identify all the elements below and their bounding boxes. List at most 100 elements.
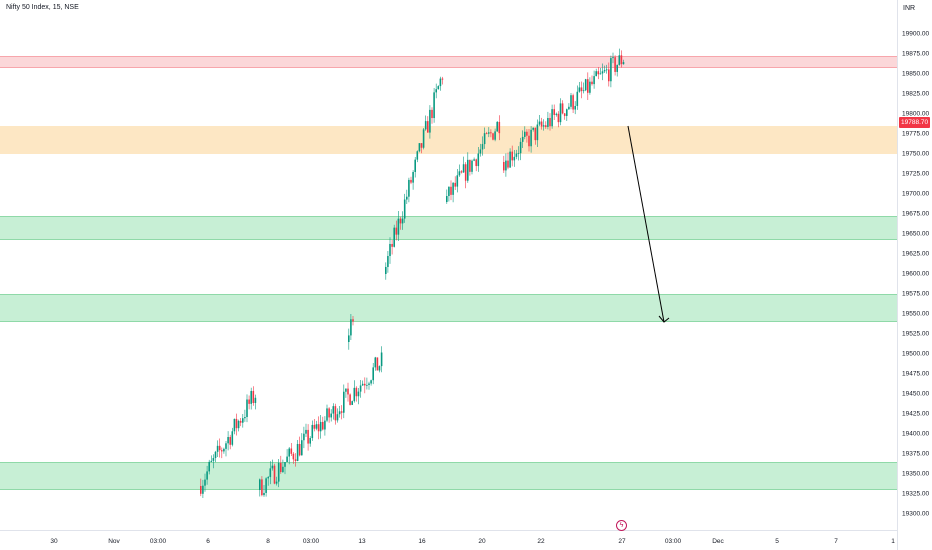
candle-body [328,408,330,418]
time-tick: Nov [108,538,120,545]
candle-body [261,479,263,496]
candle-body [505,160,507,171]
candle-body [420,143,423,148]
price-tick: 19550.00 [902,310,930,318]
candle-body [208,461,210,472]
time-tick: 03:00 [664,538,682,545]
candle-body [387,256,389,267]
candle-body [340,411,343,413]
candle-body [305,429,307,434]
candle-body [526,131,528,136]
chart-area[interactable]: Nifty 50 Index, 15, NSE [0,0,897,530]
candle-body [348,335,350,342]
candle-body [221,450,223,452]
candle-body [557,113,560,123]
supply-zone-orange[interactable] [0,126,897,154]
price-tick: 19875.00 [902,50,930,58]
candle-body [595,71,597,77]
price-tick: 19700.00 [902,190,930,198]
candle-body [332,406,335,414]
candle-body [563,113,566,116]
price-tick: 19350.00 [902,470,930,478]
time-tick: 16 [418,538,426,545]
price-axis[interactable]: INR 19900.00 19875.00 19850.00 19825.00 1980… [897,0,932,550]
candle-body [462,164,465,173]
candle-body [559,103,562,123]
candle-body [401,218,404,224]
candle-body [265,478,267,493]
demand-zone-green-1[interactable] [0,216,897,240]
candle-body [435,89,437,93]
demand-zone-green-3[interactable] [0,462,897,490]
candle-body [587,79,589,93]
candle-body [452,182,454,195]
candle-body [490,132,492,134]
candle-body [343,391,345,413]
currency-label: INR [903,5,916,12]
candle-body [597,71,600,75]
time-axis[interactable]: 30 Nov 03:00 6 8 03:00 13 16 20 22 27 03:00 Dec 5 7 1 [0,530,897,550]
candle-body [200,486,202,494]
candle-body [280,462,282,473]
candle-body [364,383,366,386]
candle-body [521,136,524,142]
candle-body [612,57,614,59]
candle-body [509,151,511,168]
candle-body [439,78,442,87]
candle-body [212,458,215,461]
time-tick: 30 [50,538,58,545]
candle-body [395,227,398,235]
price-tick: 19675.00 [902,210,930,218]
demand-zone-green-2[interactable] [0,294,897,322]
candle-body [237,420,240,429]
time-tick: 6 [206,538,210,545]
candle-body [450,186,452,195]
candle-body [572,95,574,110]
candle-body [542,125,545,127]
candle-body [614,57,616,72]
candle-body [273,465,276,484]
projection-arrow-head [658,315,670,323]
time-tick: 5 [775,538,779,545]
candle-body [218,445,221,451]
candles-layer [200,48,670,499]
price-tick: 19825.00 [902,90,930,98]
candle-body [324,420,326,430]
candle-body [250,390,252,404]
candle-body [206,471,208,480]
candle-body [330,413,332,418]
candle-body [580,87,583,92]
candle-body [578,87,581,92]
candle-body [433,92,435,119]
candle-body [477,153,480,167]
candle-body [307,429,309,444]
candle-body [524,131,526,137]
candle-body [319,421,322,432]
candle-body [429,109,431,133]
candle-body [481,144,484,150]
candle-body [479,149,482,154]
candle-body [414,159,416,173]
candle-body [345,388,347,392]
candle-body [513,156,516,161]
candle-body [252,390,255,403]
candle-body [622,62,625,65]
candle-body [263,492,265,496]
candle-body [231,431,234,445]
resistance-zone-red[interactable] [0,55,897,69]
candle-body [570,95,572,107]
lightning-circle-icon[interactable]: ϟ [616,520,627,531]
price-tick: 19850.00 [902,70,930,78]
candle-body [555,113,558,115]
candle-body [235,418,238,429]
candle-body [286,456,288,463]
candle-body [515,153,518,157]
candle-body [620,55,623,65]
candle-body [391,243,393,247]
candle-body [599,73,602,75]
candle-body [519,141,522,154]
candle-body [610,58,612,82]
price-tick: 19375.00 [902,450,930,458]
candle-body [290,448,293,454]
price-tick: 19725.00 [902,170,930,178]
